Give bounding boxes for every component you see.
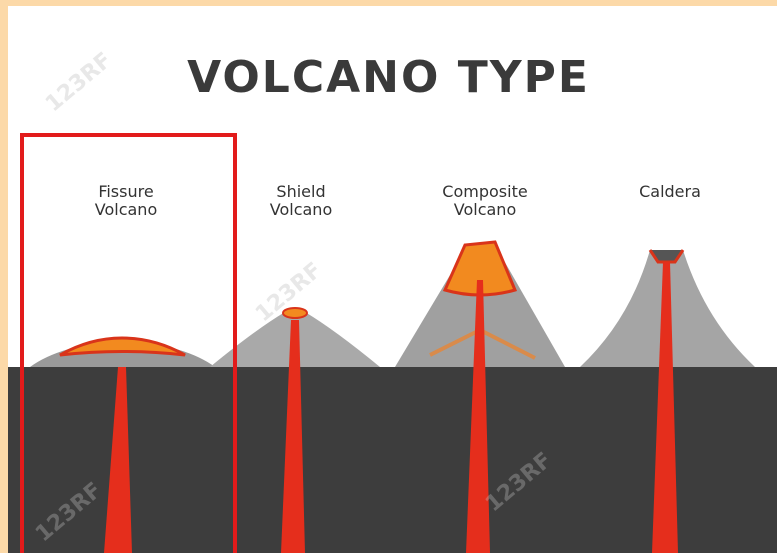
- volcano-label: Shield Volcano: [246, 183, 356, 219]
- title: VOLCANO TYPE: [0, 52, 777, 103]
- page: VOLCANO TYPE Fissure Volcano Shield Volc…: [0, 0, 777, 553]
- volcano-label: Fissure Volcano: [71, 183, 181, 219]
- volcano-label: Composite Volcano: [430, 183, 540, 219]
- volcano-label: Caldera: [615, 183, 725, 201]
